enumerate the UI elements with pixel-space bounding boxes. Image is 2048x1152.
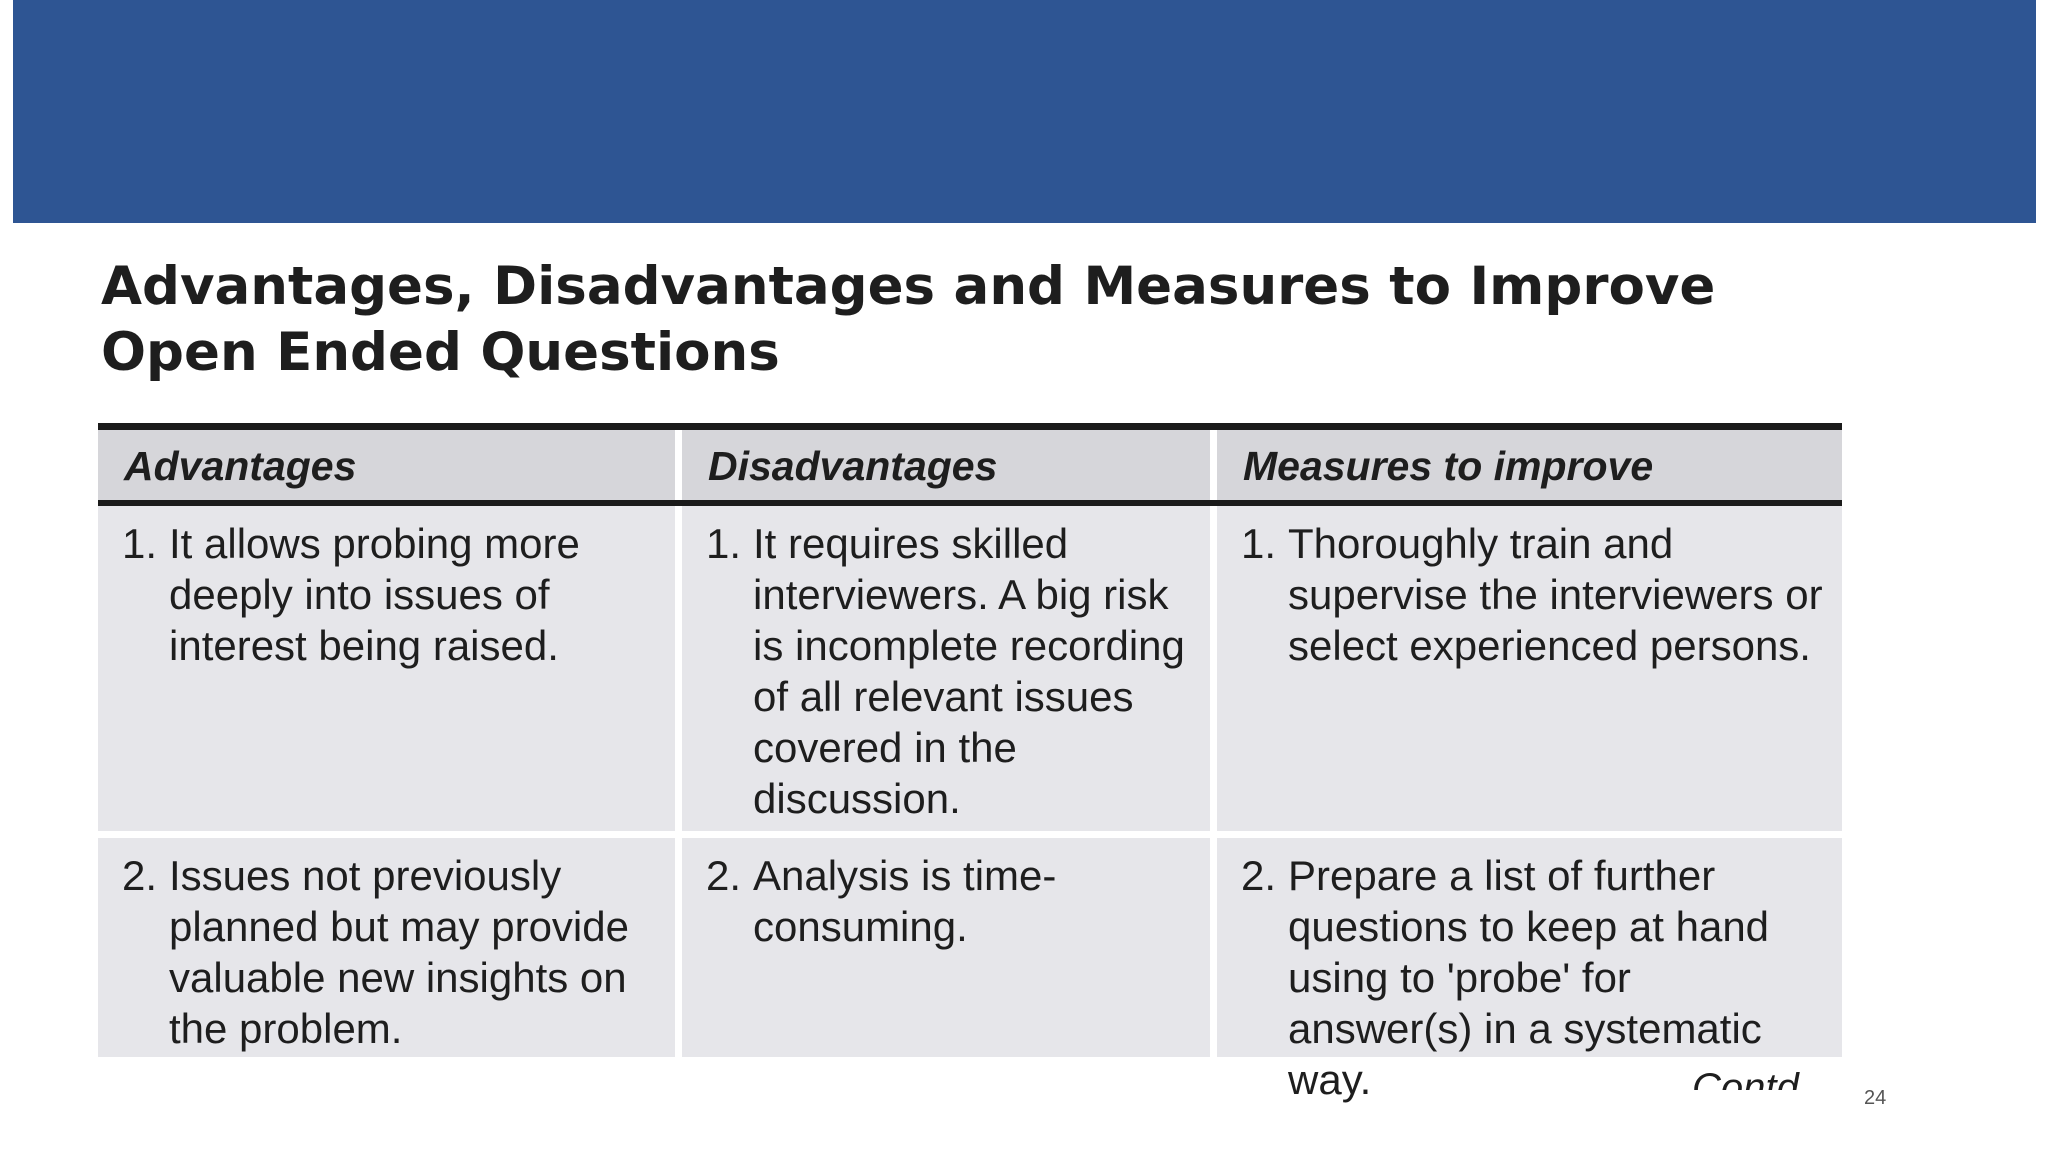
item-number: 1.: [1241, 520, 1277, 567]
table-cell-measure-1: 1. Thoroughly train and supervise the in…: [1210, 506, 1842, 831]
table-header-rule: [98, 500, 1842, 506]
slide-title: Advantages, Disadvantages and Measures t…: [101, 256, 1716, 383]
header-advantages: Advantages: [98, 430, 675, 500]
item-number: 2.: [122, 852, 158, 899]
header-disadvantages: Disadvantages: [675, 430, 1210, 500]
item-text: Analysis is time-consuming.: [753, 852, 1057, 950]
table-cell-disadvantage-1: 1. It requires skilled interviewers. A b…: [675, 506, 1210, 831]
header-measures: Measures to improve: [1210, 430, 1842, 500]
item-number: 2.: [1241, 852, 1277, 899]
table-top-rule: [98, 423, 1842, 430]
item-number: 2.: [706, 852, 742, 899]
table-header-row: Advantages Disadvantages Measures to imp…: [98, 430, 1842, 500]
item-text: Thoroughly train and supervise the inter…: [1288, 520, 1823, 669]
item-text: Issues not previously planned but may pr…: [169, 852, 629, 1052]
item-text: Prepare a list of further questions to k…: [1288, 852, 1770, 1103]
table-cell-advantage-1: 1. It allows probing more deeply into is…: [98, 506, 675, 831]
table-row: 2. Issues not previously planned but may…: [98, 838, 1842, 1103]
item-text: It requires skilled interviewers. A big …: [753, 520, 1185, 822]
table-row: 1. It allows probing more deeply into is…: [98, 506, 1842, 831]
item-text: It allows probing more deeply into issue…: [169, 520, 580, 669]
table-cell-disadvantage-2: 2. Analysis is time-consuming.: [675, 838, 1210, 1057]
item-number: 1.: [122, 520, 158, 567]
continued-label: Contd: [1692, 1066, 1799, 1090]
table-cell-measure-2: 2. Prepare a list of further questions t…: [1210, 838, 1842, 1103]
header-band: [13, 0, 2036, 223]
item-number: 1.: [706, 520, 742, 567]
page-number: 24: [1864, 1087, 1887, 1109]
table-cell-advantage-2: 2. Issues not previously planned but may…: [98, 838, 675, 1057]
comparison-table: Advantages Disadvantages Measures to imp…: [98, 423, 1842, 1103]
row-separator: [98, 831, 1842, 838]
